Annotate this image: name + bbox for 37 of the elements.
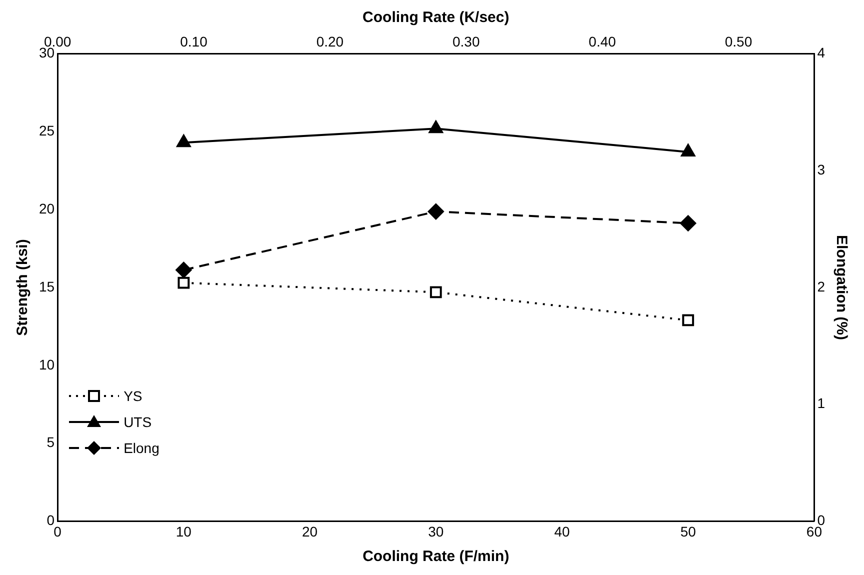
point xyxy=(681,144,696,156)
x-tick-label: 50 xyxy=(680,523,696,540)
y-tick-label: 20 xyxy=(38,200,55,216)
point xyxy=(176,262,192,278)
x2-tick-label: 0.50 xyxy=(724,33,752,50)
point xyxy=(682,314,694,326)
x-tick-label: 10 xyxy=(176,523,192,540)
point xyxy=(430,286,442,298)
y-tick-label: 25 xyxy=(38,122,55,139)
y-tick-label: 10 xyxy=(38,356,55,372)
y-tick-label: 15 xyxy=(38,278,55,294)
x-tick-label: 20 xyxy=(302,523,318,540)
y2-tick-label: 4 xyxy=(817,44,826,61)
y2-axis-title: Elongation (%) xyxy=(832,235,850,340)
x-axis-title: Cooling Rate (F/min) xyxy=(362,548,510,566)
x2-tick-label: 0.00 xyxy=(44,33,72,50)
point xyxy=(428,120,443,134)
legend-label: UTS xyxy=(124,414,152,430)
legend-label: Elong xyxy=(124,440,160,456)
legend-label: YS xyxy=(124,388,142,404)
y-tick-label: 5 xyxy=(46,434,55,450)
y2-tick-label: 3 xyxy=(817,162,826,178)
x-tick-label: 30 xyxy=(428,523,444,540)
point xyxy=(428,204,444,220)
x2-tick-label: 0.20 xyxy=(316,33,344,50)
x2-tick-label: 0.10 xyxy=(180,33,208,50)
x2-tick-label: 0.40 xyxy=(588,33,616,50)
y2-tick-label: 1 xyxy=(817,395,826,412)
point xyxy=(178,276,190,289)
y2-tick-label: 2 xyxy=(817,278,826,294)
point xyxy=(176,134,191,148)
y-tick-label: 0 xyxy=(46,512,55,528)
x2-axis-title: Cooling Rate (K/sec) xyxy=(362,9,510,26)
x2-tick-label: 0.30 xyxy=(452,33,480,50)
y-axis-title: Strength (ksi) xyxy=(14,239,32,336)
x-tick-label: 40 xyxy=(554,523,570,540)
point xyxy=(680,215,696,232)
